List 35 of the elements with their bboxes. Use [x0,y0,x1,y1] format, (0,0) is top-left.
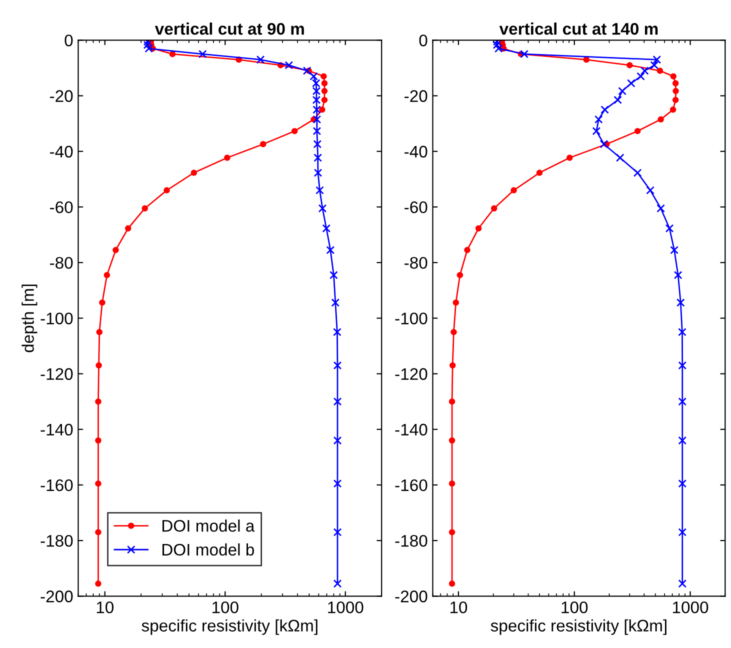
y-tick-label: -60 [50,201,73,214]
y-tick-label: -20 [404,90,428,102]
y-tick-label: -100 [40,312,73,324]
legend-label: DOI model b [162,543,254,556]
x-tick-label: 1000 [328,601,364,614]
y-tick-label: -40 [404,146,428,158]
y-tick-label: -20 [50,90,73,102]
y-tick-label: -160 [40,479,73,492]
y-tick-label: -160 [395,479,428,492]
x-tick-label: 100 [212,601,238,614]
x-tick-label: 10 [96,601,114,614]
y-tick-label: -200 [40,590,73,602]
y-tick-label: -200 [395,590,428,602]
y-tick-label: -100 [395,312,428,324]
y-tick-label: -120 [395,368,428,380]
x-tick-label: 100 [562,601,588,614]
y-tick-label: 0 [419,34,428,46]
y-tick-label: -120 [40,368,73,380]
chart-title: vertical cut at 90 m [154,22,304,35]
chart-title: vertical cut at 140 m [499,22,658,35]
y-tick-label: -80 [404,256,428,269]
y-tick-label: -60 [404,201,428,214]
y-tick-label: 0 [64,34,73,46]
x-tick-label: 10 [450,601,468,614]
y-tick-label: -40 [50,146,73,158]
legend-label: DOI model a [162,520,255,532]
y-axis-title: depth [m] [22,284,38,352]
x-tick-label: 1000 [672,601,708,614]
y-tick-label: -180 [40,534,73,547]
x-axis-title: specific resistivity [kΩm] [490,619,666,635]
y-tick-label: -140 [395,424,428,436]
y-tick-label: -80 [50,256,73,269]
y-tick-label: -140 [40,424,73,436]
x-axis-title: specific resistivity [kΩm] [142,619,318,635]
y-tick-label: -180 [395,534,428,547]
